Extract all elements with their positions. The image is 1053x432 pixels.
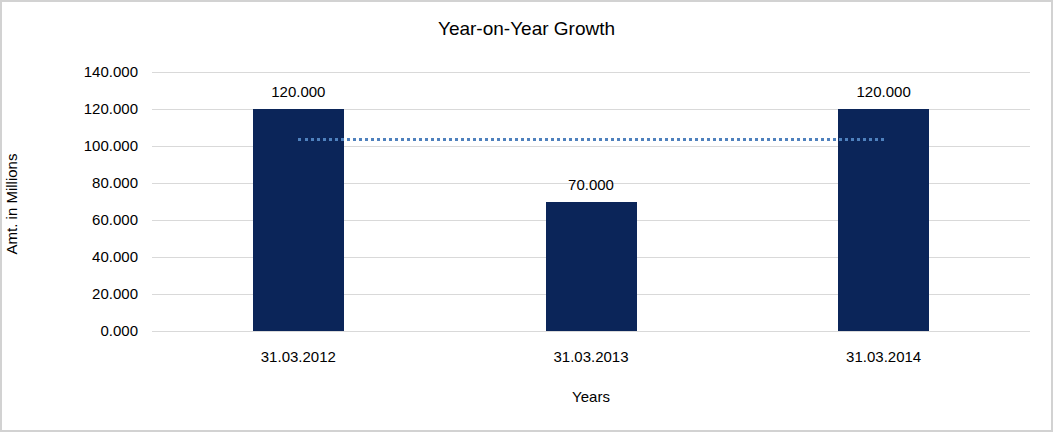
y-tick-label: 40.000 xyxy=(48,248,138,265)
bar xyxy=(253,109,344,331)
x-tick-label: 31.03.2014 xyxy=(804,348,964,365)
gridline xyxy=(152,331,1030,332)
y-tick-label: 120.000 xyxy=(48,100,138,117)
y-tick-label: 20.000 xyxy=(48,285,138,302)
gridline xyxy=(152,72,1030,73)
bar-value-label: 120.000 xyxy=(238,83,358,100)
x-tick-label: 31.03.2012 xyxy=(218,348,378,365)
bar xyxy=(546,202,637,332)
y-axis-title: Amt. in Millions xyxy=(2,104,22,304)
y-tick-label: 80.000 xyxy=(48,174,138,191)
y-tick-label: 100.000 xyxy=(48,137,138,154)
bar xyxy=(838,109,929,331)
chart-title: Year-on-Year Growth xyxy=(2,18,1051,40)
y-tick-label: 0.000 xyxy=(48,322,138,339)
trendline xyxy=(298,138,883,141)
y-tick-label: 140.000 xyxy=(48,63,138,80)
chart-frame: Year-on-Year Growth Amt. in Millions 140… xyxy=(0,0,1053,432)
bar-value-label: 70.000 xyxy=(531,176,651,193)
bar-value-label: 120.000 xyxy=(824,83,944,100)
x-axis-title: Years xyxy=(152,388,1030,405)
y-tick-label: 60.000 xyxy=(48,211,138,228)
x-tick-label: 31.03.2013 xyxy=(511,348,671,365)
